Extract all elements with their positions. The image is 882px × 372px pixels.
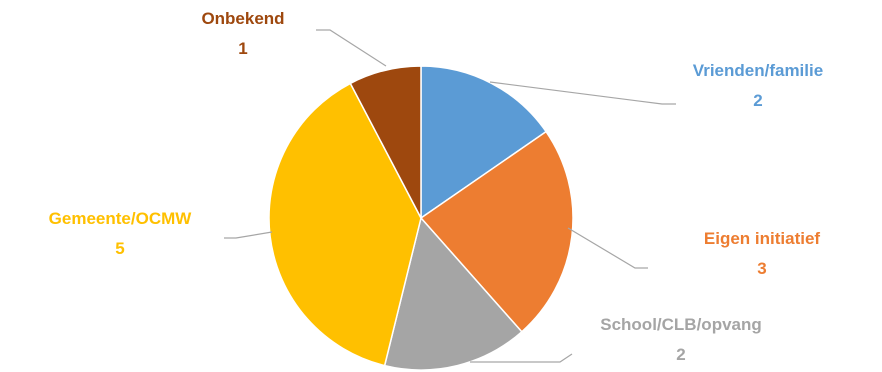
leader-line [567,227,648,269]
data-label-value: 2 [753,91,762,110]
data-label-value: 2 [676,345,685,364]
data-label-category: Gemeente/OCMW [49,209,193,228]
data-label-category: Eigen initiatief [704,229,821,248]
leader-line [489,81,676,105]
pie-slice-eigen-initiatief [419,130,574,333]
pie-slice-vrienden-familie [420,65,548,220]
data-label-value: 5 [115,239,124,258]
data-label-value: 3 [757,259,766,278]
data-labels: Vrienden/familie 2 Eigen initiatief 3 School… [49,9,824,364]
leader-line [470,353,573,363]
pie-slices [268,65,574,371]
data-label-value: 1 [238,39,247,58]
data-label-category: Vrienden/familie [693,61,823,80]
leader-lines [224,29,676,363]
data-label-category: Onbekend [201,9,284,28]
pie-slice-school-clb-opvang [383,216,523,371]
leader-line [316,29,387,67]
pie-slice-onbekend [349,65,422,219]
leader-line [224,231,273,239]
data-label-category: School/CLB/opvang [600,315,762,334]
pie-slice-gemeente-ocmw [268,82,422,367]
